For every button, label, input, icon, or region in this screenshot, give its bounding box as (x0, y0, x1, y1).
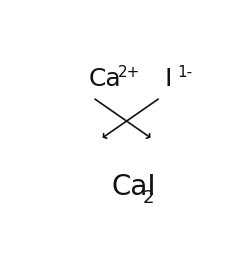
Text: I: I (165, 67, 172, 91)
Text: 1-: 1- (177, 65, 192, 80)
Text: 2+: 2+ (118, 65, 140, 80)
Text: CaI: CaI (111, 173, 156, 201)
Text: Ca: Ca (88, 67, 121, 91)
Text: 2: 2 (143, 189, 154, 207)
